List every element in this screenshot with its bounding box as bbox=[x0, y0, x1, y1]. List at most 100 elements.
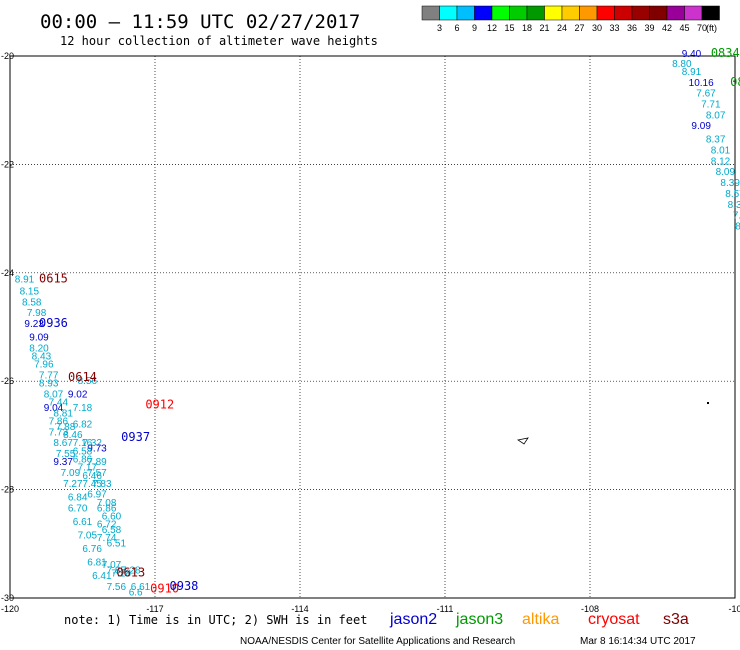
x-tick-label: -111 bbox=[437, 604, 454, 614]
wave-height-point: 8.67 bbox=[53, 438, 73, 449]
wave-height-point: 9.73 bbox=[87, 444, 107, 455]
mission-legend-altika: altika bbox=[522, 611, 559, 628]
wave-height-point: 7.67 bbox=[696, 89, 716, 100]
wave-height-point: 7.86 bbox=[49, 417, 69, 428]
wave-height-point: 8.07 bbox=[706, 110, 726, 121]
wave-height-point: 6.58 bbox=[102, 525, 122, 536]
chart-subtitle: 12 hour collection of altimeter wave hei… bbox=[60, 34, 378, 48]
wave-height-point: 7.98 bbox=[27, 308, 47, 319]
wave-height-point: 7.9 bbox=[733, 211, 740, 222]
wave-height-point: 6.76 bbox=[82, 544, 102, 555]
color-scale-label: 15 bbox=[504, 23, 514, 33]
color-scale-label: 45 bbox=[679, 23, 689, 33]
wave-height-point: 8.80 bbox=[672, 59, 692, 70]
color-scale-label: 27 bbox=[574, 23, 584, 33]
wave-height-point: 6.41 bbox=[92, 571, 112, 582]
wave-height-point: 7.45 bbox=[82, 479, 102, 490]
wave-height-point: 8.07 bbox=[44, 389, 64, 400]
wave-height-point: 8.81 bbox=[53, 408, 73, 419]
mission-legend-cryosat: cryosat bbox=[588, 611, 640, 628]
wave-height-point: 8.93 bbox=[39, 379, 59, 390]
wave-height-point: 10.16 bbox=[689, 78, 714, 89]
x-tick-label: -120 bbox=[1, 604, 19, 614]
wave-height-point: 8.01 bbox=[711, 146, 731, 157]
wave-height-point: 8.57 bbox=[725, 189, 740, 200]
wave-height-point: 8.35 bbox=[728, 200, 740, 211]
color-scale-swatch bbox=[561, 5, 580, 21]
wave-height-point: 6.81 bbox=[87, 557, 107, 568]
color-scale-label: 6 bbox=[454, 23, 459, 33]
wave-height-point: 7.16 bbox=[73, 438, 93, 449]
wave-height-point: 8.58 bbox=[22, 297, 42, 308]
x-tick-label: -114 bbox=[291, 604, 308, 614]
wave-height-point: 6.6 bbox=[129, 587, 143, 598]
wave-height-point: 7.73 bbox=[49, 427, 69, 438]
wave-height-point: 7.18 bbox=[73, 403, 93, 414]
color-scale-label: 39 bbox=[644, 23, 654, 33]
wave-height-point: 8.09 bbox=[716, 167, 736, 178]
color-scale-swatch bbox=[631, 5, 650, 21]
pass-time-label: 0938 bbox=[170, 579, 199, 593]
wave-height-point: 7.74 bbox=[97, 533, 117, 544]
wave-height-point: 7.32 bbox=[82, 438, 102, 449]
color-scale-swatch bbox=[509, 5, 528, 21]
color-scale-swatch bbox=[684, 5, 703, 21]
axis-ticks: -120 -117 -114 -111 -108 -10 -20 -22 -24 -26 -28 -3… bbox=[1, 51, 740, 614]
wave-height-point: 7.96 bbox=[34, 360, 54, 371]
pass-time-label: 0835 bbox=[730, 75, 740, 89]
plot-area bbox=[9, 55, 736, 599]
wave-height-point: 7.83 bbox=[92, 479, 112, 490]
wave-height-point: 6.61 bbox=[131, 582, 151, 593]
wave-height-point: 7.88 bbox=[56, 422, 76, 433]
color-scale-swatch bbox=[544, 5, 563, 21]
y-tick-label: -26 bbox=[1, 376, 14, 386]
footer-timestamp: Mar 8 16:14:34 UTC 2017 bbox=[580, 636, 696, 647]
color-scale-swatch bbox=[439, 5, 458, 21]
color-scale-label: 21 bbox=[539, 23, 549, 33]
wave-height-point: 8.46 bbox=[63, 430, 83, 441]
footer-credit: NOAA/NESDIS Center for Satellite Applica… bbox=[240, 636, 515, 647]
wave-height-point: 7.17 bbox=[78, 463, 98, 474]
wave-height-point: 6.86 bbox=[73, 455, 93, 466]
color-scale-swatch bbox=[666, 5, 685, 21]
wave-height-point: 6.46 bbox=[82, 471, 102, 482]
y-tick-label: -30 bbox=[1, 593, 14, 603]
wave-height-point: 7.56 bbox=[107, 582, 127, 593]
wave-height-point: 8.39 bbox=[720, 178, 740, 189]
color-scale-unit: (ft) bbox=[706, 23, 717, 33]
wave-height-point: 6.61 bbox=[73, 517, 93, 528]
wave-height-point: 7.71 bbox=[701, 99, 721, 110]
x-tick-label: -117 bbox=[146, 604, 163, 614]
wave-height-point: 7.77 bbox=[39, 370, 59, 381]
wave-height-point: 8.3 bbox=[735, 221, 740, 232]
pass-time-label: 0936 bbox=[39, 316, 68, 330]
wave-height-point: 8.56 bbox=[78, 376, 98, 387]
wave-height-point: 7.44 bbox=[49, 398, 69, 409]
wave-height-point: 6.60 bbox=[102, 511, 122, 522]
wave-height-point: 8.91 bbox=[15, 275, 35, 286]
wave-height-point: 6.58 bbox=[73, 446, 93, 457]
color-scale-swatch bbox=[596, 5, 615, 21]
color-scale-label: 70 bbox=[697, 23, 707, 33]
color-scale-swatch bbox=[491, 5, 510, 21]
wave-height-point: 7.28 bbox=[121, 566, 141, 577]
wave-height-point: 8.12 bbox=[711, 156, 731, 167]
color-scale-label: 18 bbox=[522, 23, 532, 33]
pass-time-label: 0615 bbox=[39, 272, 68, 286]
pass-time-label: 0937 bbox=[121, 430, 150, 444]
wave-height-point: 9.04 bbox=[44, 403, 64, 414]
color-scale-swatch bbox=[456, 5, 475, 21]
color-scale-label: 3 bbox=[437, 23, 442, 33]
wave-height-point: 6.82 bbox=[73, 419, 93, 430]
wave-height-point: 9.09 bbox=[691, 121, 711, 132]
y-tick-label: -28 bbox=[1, 485, 14, 495]
color-scale-label: 30 bbox=[592, 23, 602, 33]
wave-height-labels: 9.40 10.16 9.09 9.23 9.09 9.02 9.04 9.73 9.37 8.8… bbox=[15, 49, 740, 598]
wave-height-point: 8.15 bbox=[20, 286, 40, 297]
wave-height-point: 7.89 bbox=[87, 457, 107, 468]
mission-legend-jason2: jason2 bbox=[389, 611, 437, 628]
mission-legend-jason3: jason3 bbox=[455, 611, 503, 628]
wave-height-point: 6.70 bbox=[68, 503, 88, 514]
wave-height-point: 7.08 bbox=[97, 498, 117, 509]
